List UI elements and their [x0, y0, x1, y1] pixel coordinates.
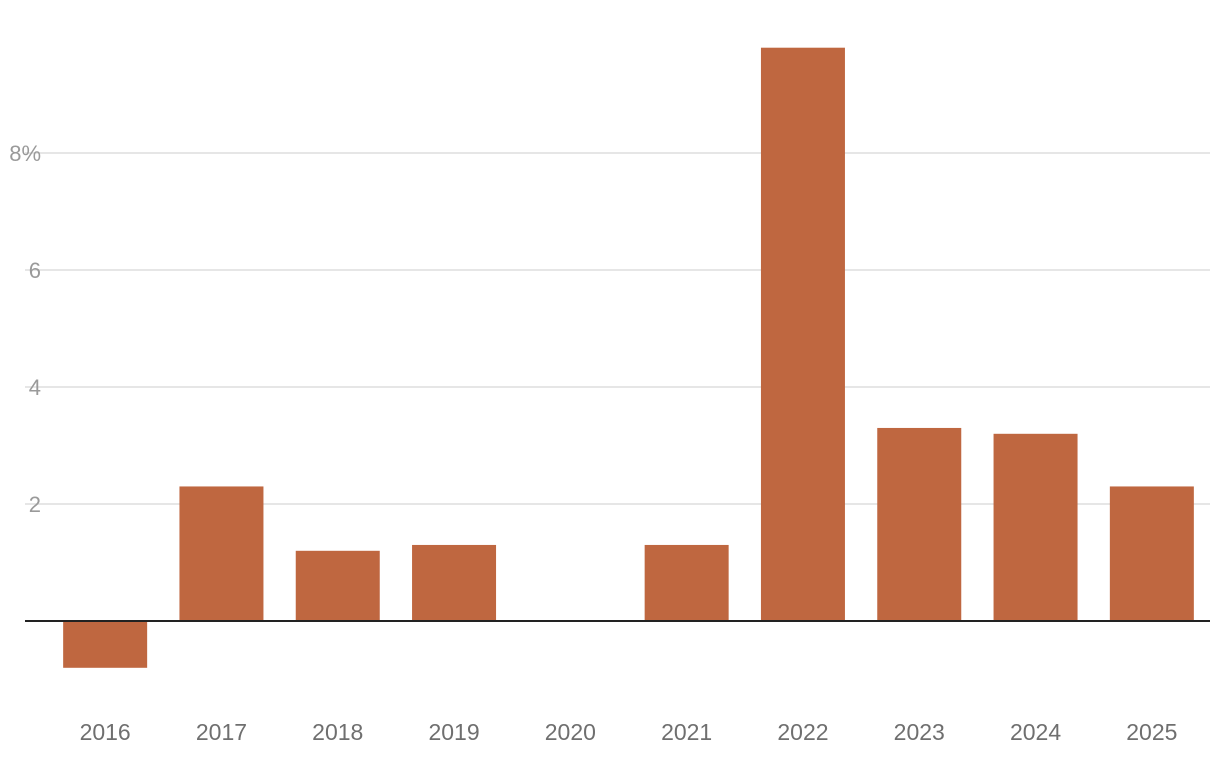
bar-2019: [412, 544, 497, 621]
y-axis-tick-labels: 2 4 6 8%: [9, 141, 41, 517]
y-tick-label: 8%: [9, 141, 41, 166]
x-tick-label: 2016: [80, 719, 131, 745]
bar-2021: [644, 544, 729, 621]
bar-2022: [760, 47, 845, 621]
bars: [63, 47, 1194, 668]
x-tick-label: 2024: [1010, 719, 1061, 745]
x-tick-label: 2025: [1126, 719, 1177, 745]
x-tick-label: 2023: [894, 719, 945, 745]
x-axis-category-labels: 2016 2017 2018 2019 2020 2021 2022 2023 2024 2025: [80, 719, 1178, 745]
bar-2023: [877, 427, 962, 621]
x-tick-label: 2022: [777, 719, 828, 745]
x-tick-label: 2018: [312, 719, 363, 745]
bar-2024: [993, 433, 1078, 621]
bar-2016: [63, 621, 148, 668]
x-tick-label: 2021: [661, 719, 712, 745]
bar-2018: [295, 550, 380, 621]
y-tick-label: 4: [29, 375, 41, 400]
bar-2025: [1109, 486, 1194, 621]
x-tick-label: 2020: [545, 719, 596, 745]
x-tick-label: 2019: [428, 719, 479, 745]
x-tick-label: 2017: [196, 719, 247, 745]
y-tick-label: 2: [29, 492, 41, 517]
bar-2017: [179, 486, 264, 621]
y-tick-label: 6: [29, 258, 41, 283]
